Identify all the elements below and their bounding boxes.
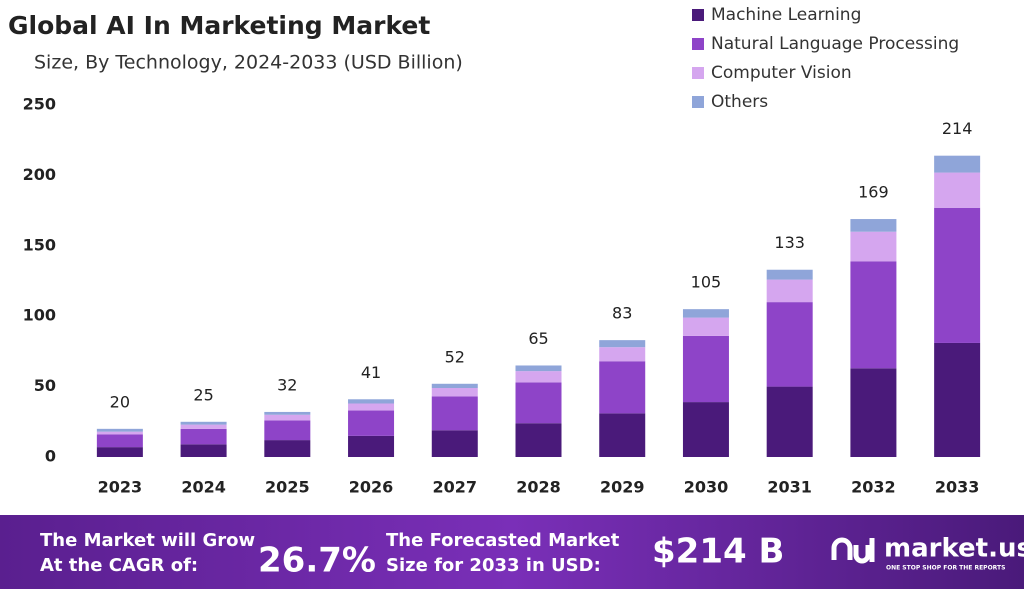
legend-swatch: [692, 96, 704, 108]
cagr-value: 26.7%: [258, 541, 376, 581]
x-tick-label: 2028: [516, 478, 561, 497]
x-tick-label: 2026: [349, 478, 394, 497]
bar-segment: [431, 383, 478, 389]
bar-segment: [180, 428, 227, 445]
total-label: 20: [110, 392, 130, 411]
forecast-text: The Forecasted Market: [386, 530, 620, 551]
bar-segment: [96, 431, 143, 435]
total-label: 41: [361, 363, 381, 382]
total-label: 83: [612, 304, 632, 323]
brand: market.us: [884, 534, 1024, 564]
bar-segment: [934, 172, 981, 208]
chart-subtitle: Size, By Technology, 2024-2033 (USD Bill…: [34, 52, 463, 74]
total-label: 105: [691, 273, 722, 292]
bar-segment: [850, 368, 897, 457]
bar-segment: [264, 414, 311, 421]
bar-segment: [431, 388, 478, 397]
y-tick-label: 200: [23, 165, 56, 184]
bar-segment: [348, 403, 395, 411]
total-label: 65: [528, 329, 548, 348]
bar-segment: [682, 335, 729, 403]
bar-segment: [348, 399, 395, 404]
bar-segment: [766, 302, 813, 387]
bar-segment: [515, 423, 562, 457]
bar-segment: [96, 434, 143, 448]
chart-title: Global AI In Marketing Market: [8, 11, 430, 40]
footer-band: [0, 515, 1024, 589]
bar-segment: [264, 411, 311, 415]
total-label: 32: [277, 375, 297, 394]
bar-segment: [934, 342, 981, 457]
bar-segment: [682, 402, 729, 457]
x-tick-label: 2032: [851, 478, 896, 497]
bar-segment: [264, 440, 311, 457]
x-tick-label: 2027: [433, 478, 478, 497]
legend-swatch: [692, 67, 704, 79]
x-tick-label: 2033: [935, 478, 980, 497]
y-tick-label: 0: [45, 447, 56, 466]
cagr-text: At the CAGR of:: [40, 555, 198, 576]
bar-segment: [515, 365, 562, 372]
bar-segment: [515, 382, 562, 424]
bar-segment: [766, 386, 813, 457]
brand-tagline: ONE STOP SHOP FOR THE REPORTS: [886, 565, 1005, 572]
bar-segment: [599, 347, 646, 362]
x-tick-label: 2031: [767, 478, 812, 497]
bar-segment: [348, 435, 395, 457]
bar-segment: [96, 447, 143, 457]
bar-segment: [850, 219, 897, 232]
x-tick-label: 2030: [684, 478, 729, 497]
bar-segment: [180, 421, 227, 425]
bar-segment: [599, 340, 646, 348]
bar-segment: [348, 410, 395, 436]
legend-swatch: [692, 38, 704, 50]
y-tick-label: 100: [23, 306, 56, 325]
legend-label: Natural Language Processing: [711, 34, 959, 54]
bar-segment: [96, 428, 143, 432]
bar-segment: [850, 231, 897, 262]
bar-segment: [766, 269, 813, 280]
bar-segment: [682, 317, 729, 336]
cagr-text: The Market will Grow: [40, 530, 255, 551]
x-tick-label: 2023: [98, 478, 143, 497]
bar-segment: [766, 279, 813, 303]
bar-segment: [682, 309, 729, 318]
bar-segment: [599, 413, 646, 457]
bar-segment: [431, 430, 478, 457]
total-label: 52: [445, 347, 465, 366]
total-label: 25: [193, 385, 213, 404]
total-label: 133: [774, 233, 805, 252]
forecast-value: $214 B: [652, 532, 784, 572]
legend-swatch: [692, 9, 704, 21]
bar-segment: [180, 424, 227, 429]
x-tick-label: 2024: [181, 478, 226, 497]
bar-segment: [599, 361, 646, 414]
forecast-text: Size for 2033 in USD:: [386, 555, 601, 576]
bar-segment: [180, 444, 227, 457]
total-label: 169: [858, 183, 889, 202]
total-label: 214: [942, 119, 973, 138]
y-tick-label: 250: [23, 95, 56, 114]
brand-logo: [831, 537, 875, 564]
bar-segment: [850, 261, 897, 369]
bar-segment: [264, 420, 311, 441]
bar-segment: [934, 207, 981, 343]
bar-segment: [431, 396, 478, 431]
y-tick-label: 50: [34, 376, 56, 395]
legend-label: Others: [711, 92, 768, 112]
legend-label: Computer Vision: [711, 63, 852, 83]
legend-label: Machine Learning: [711, 5, 861, 25]
bar-segment: [515, 371, 562, 383]
bar-segment: [934, 155, 981, 173]
x-tick-label: 2029: [600, 478, 645, 497]
y-tick-label: 150: [23, 235, 56, 254]
x-tick-label: 2025: [265, 478, 310, 497]
